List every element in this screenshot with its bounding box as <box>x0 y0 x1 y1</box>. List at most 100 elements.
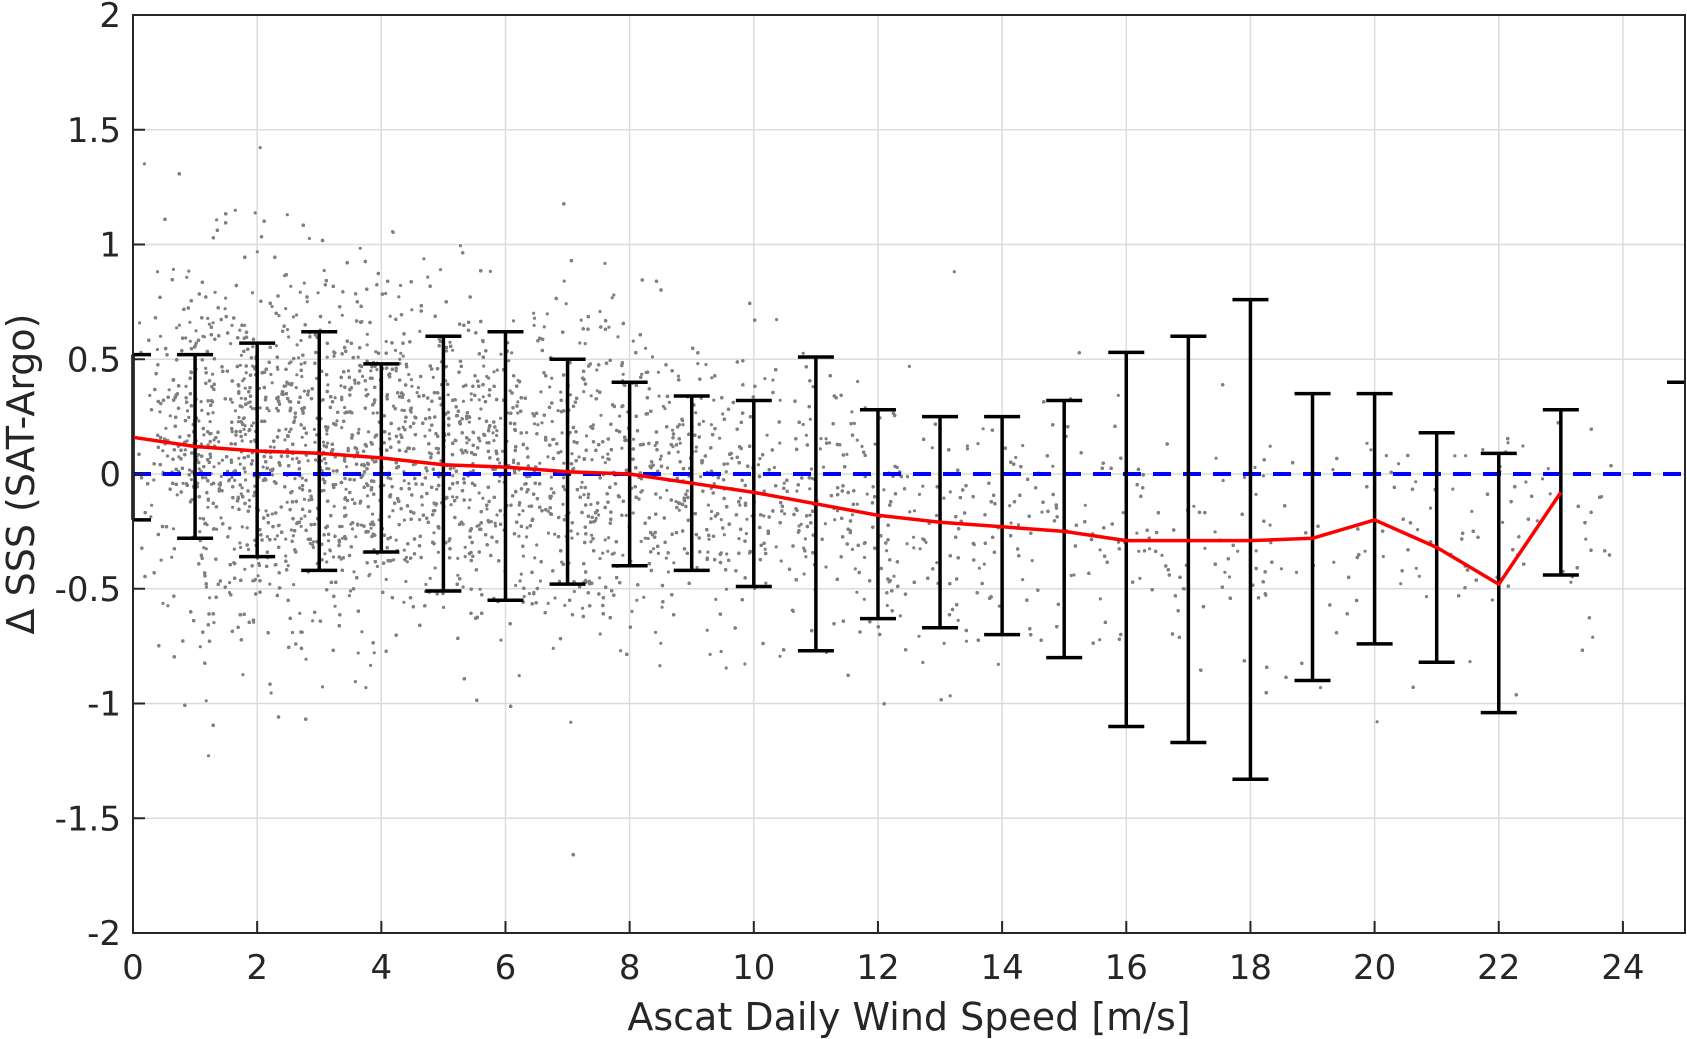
scatter-point <box>212 465 216 469</box>
scatter-point <box>621 372 625 376</box>
scatter-point <box>170 555 174 559</box>
scatter-point <box>704 362 708 367</box>
scatter-point <box>243 323 247 327</box>
scatter-point <box>242 427 246 431</box>
scatter-point <box>801 422 805 427</box>
scatter-point <box>409 378 413 382</box>
scatter-point <box>546 509 550 513</box>
scatter-point <box>724 666 728 670</box>
scatter-point <box>272 445 276 449</box>
scatter-point <box>241 673 245 677</box>
scatter-point <box>577 455 581 459</box>
scatter-point <box>299 338 303 343</box>
scatter-point <box>1021 578 1025 582</box>
scatter-point <box>1069 573 1073 578</box>
scatter-point <box>810 476 814 480</box>
scatter-point <box>521 509 525 513</box>
scatter-point <box>572 589 576 594</box>
scatter-point <box>1116 540 1121 544</box>
scatter-point <box>313 440 317 444</box>
scatter-point <box>300 374 304 379</box>
scatter-point <box>175 326 179 330</box>
scatter-point <box>168 414 172 418</box>
scatter-point <box>590 458 594 462</box>
scatter-point <box>410 384 414 388</box>
scatter-point <box>538 579 543 583</box>
scatter-point <box>213 290 217 294</box>
scatter-point <box>1261 474 1265 478</box>
scatter-point <box>493 521 497 525</box>
scatter-point <box>311 543 315 547</box>
scatter-point <box>461 384 465 388</box>
scatter-point <box>240 439 244 443</box>
scatter-point <box>402 600 406 604</box>
scatter-point <box>305 300 309 304</box>
scatter-point <box>1098 597 1102 601</box>
scatter-point <box>948 490 952 494</box>
scatter-point <box>364 686 368 690</box>
scatter-point <box>758 457 762 461</box>
scatter-point <box>706 503 711 507</box>
scatter-point <box>708 652 712 657</box>
scatter-point <box>246 547 251 552</box>
scatter-point <box>224 296 228 300</box>
scatter-point <box>498 461 502 465</box>
scatter-point <box>637 497 641 501</box>
scatter-point <box>320 685 325 689</box>
scatter-point <box>656 370 661 374</box>
scatter-point <box>343 459 347 463</box>
scatter-point <box>819 437 823 441</box>
scatter-point <box>448 340 452 344</box>
scatter-point <box>474 453 478 457</box>
scatter-point <box>208 439 212 443</box>
scatter-point <box>311 545 315 550</box>
scatter-point <box>251 421 256 425</box>
scatter-point <box>294 313 299 317</box>
scatter-point <box>639 539 643 544</box>
scatter-point <box>631 511 635 515</box>
scatter-point <box>297 356 301 360</box>
scatter-point <box>808 417 812 421</box>
scatter-point <box>579 485 583 489</box>
scatter-point <box>549 475 553 479</box>
scatter-point <box>177 455 181 459</box>
scatter-point <box>252 438 257 442</box>
scatter-point <box>616 335 620 339</box>
scatter-point <box>269 372 273 376</box>
scatter-point <box>387 432 391 436</box>
scatter-point <box>238 541 242 545</box>
scatter-point <box>477 416 481 421</box>
scatter-point <box>479 407 483 411</box>
scatter-point <box>158 334 163 338</box>
scatter-point <box>369 369 373 373</box>
scatter-point <box>551 437 555 442</box>
scatter-point <box>576 532 580 536</box>
scatter-point <box>204 547 208 551</box>
scatter-point <box>1470 509 1474 513</box>
scatter-point <box>676 374 681 378</box>
scatter-point <box>595 368 599 372</box>
scatter-point <box>562 476 566 480</box>
scatter-point <box>294 386 298 390</box>
scatter-point <box>252 579 256 583</box>
scatter-point <box>353 680 357 684</box>
scatter-point <box>709 517 713 521</box>
scatter-point <box>365 332 369 336</box>
scatter-point <box>942 641 946 646</box>
scatter-point <box>232 547 236 551</box>
scatter-point <box>398 283 403 288</box>
scatter-point <box>295 343 299 347</box>
scatter-point <box>217 461 221 465</box>
scatter-point <box>402 479 406 483</box>
scatter-point <box>456 556 460 561</box>
scatter-point <box>365 343 369 347</box>
scatter-point <box>1428 506 1433 510</box>
scatter-point <box>860 444 864 448</box>
scatter-point <box>243 567 247 571</box>
scatter-point <box>586 496 590 500</box>
scatter-point <box>542 325 546 329</box>
scatter-point <box>744 532 749 536</box>
scatter-point <box>1148 547 1152 551</box>
scatter-point <box>197 467 201 471</box>
scatter-point <box>774 545 778 549</box>
